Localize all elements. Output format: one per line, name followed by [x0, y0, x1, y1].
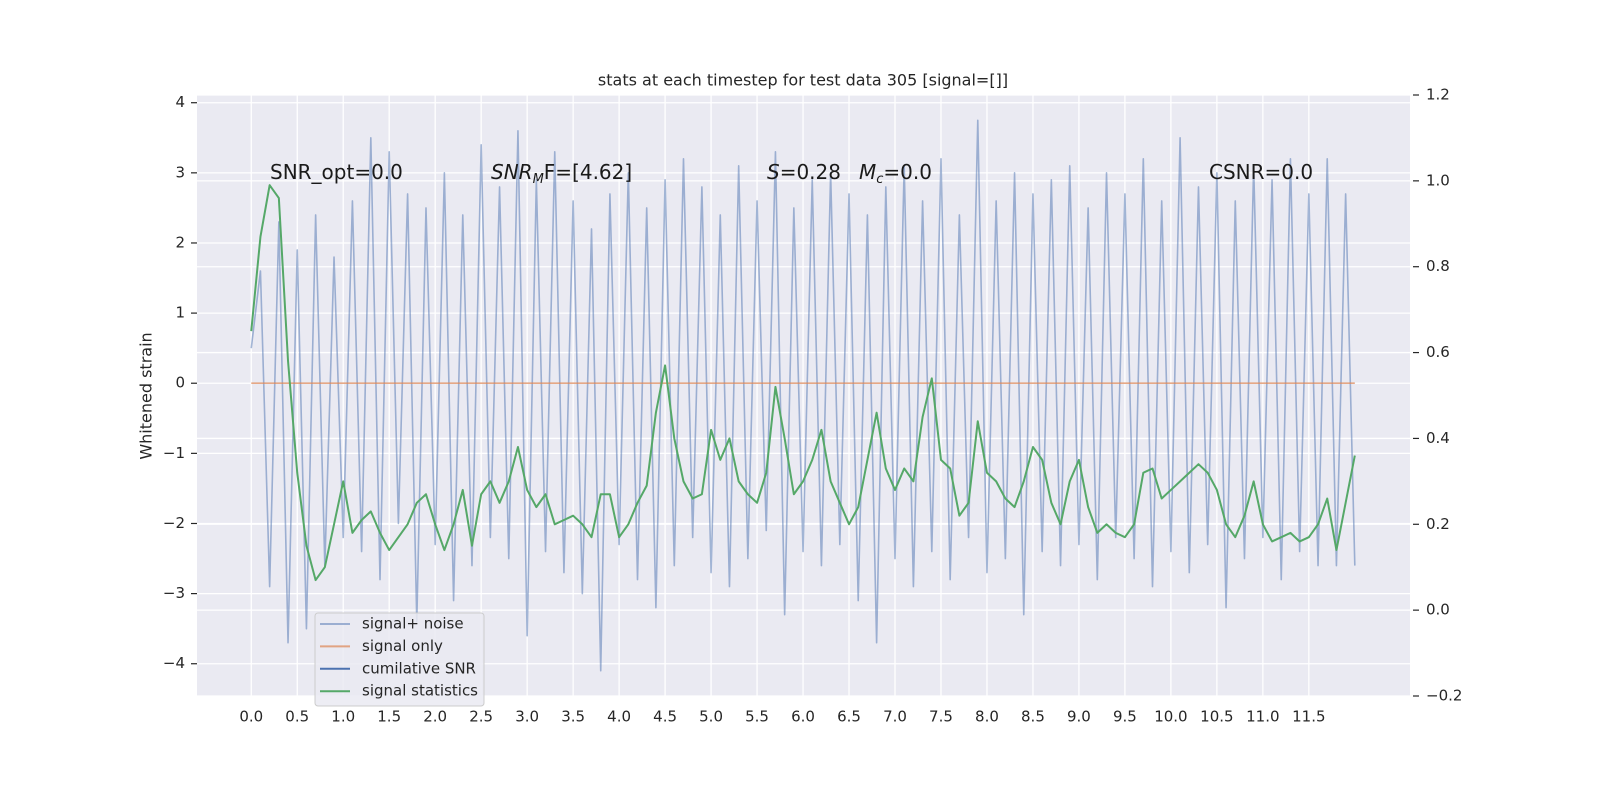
series-line	[250, 184, 1356, 582]
x-tick-label: 2.5	[469, 708, 493, 726]
y2-tick-label: 0.2	[1426, 515, 1450, 533]
x-tick-label: 6.0	[791, 708, 815, 726]
x-tick-label: 5.0	[699, 708, 723, 726]
x-tick-label: 7.5	[929, 708, 953, 726]
x-tick-label: 7.0	[883, 708, 907, 726]
legend-label: signal only	[362, 637, 443, 655]
annotation-part: CSNR=0.0	[1209, 160, 1313, 184]
legend-label: signal+ noise	[362, 615, 464, 633]
series-line	[250, 119, 1356, 672]
x-tick-label: 1.0	[331, 708, 355, 726]
annotation-part: S	[767, 160, 780, 184]
y2-tick-label: 1.2	[1426, 86, 1450, 104]
y-tick-label: −3	[163, 584, 185, 602]
annotation: Mc=0.0	[859, 160, 932, 187]
x-tick-label: 10.0	[1154, 708, 1187, 726]
y-tick-label: 2	[175, 233, 185, 251]
x-tick-label: 6.5	[837, 708, 861, 726]
y-tick-label: −2	[163, 514, 185, 532]
x-tick-label: 4.0	[607, 708, 631, 726]
annotation: CSNR=0.0	[1209, 160, 1313, 184]
x-tick-label: 0.0	[239, 708, 263, 726]
annotation-part: SNR_opt=0.0	[270, 160, 403, 184]
legend-box	[314, 612, 485, 707]
annotation: SNRMF=[4.62]	[491, 160, 632, 187]
legend-label: cumilative SNR	[362, 659, 476, 677]
y-tick-label: 0	[175, 374, 185, 392]
x-tick-label: 2.0	[423, 708, 447, 726]
x-tick-label: 8.0	[975, 708, 999, 726]
y-tick-label: −4	[163, 654, 185, 672]
y-tick-label: 1	[175, 304, 185, 322]
x-tick-label: 9.0	[1067, 708, 1091, 726]
y2-tick-label: −0.2	[1426, 687, 1462, 705]
x-tick-label: 9.5	[1113, 708, 1137, 726]
y2-tick-label: 0.0	[1426, 601, 1450, 619]
y2-tick-label: 1.0	[1426, 171, 1450, 189]
y-tick-label: 4	[175, 93, 185, 111]
x-tick-label: 11.0	[1246, 708, 1279, 726]
x-tick-label: 8.5	[1021, 708, 1045, 726]
annotation-part: F=[4.62]	[544, 160, 632, 184]
y2-tick-label: 0.6	[1426, 343, 1450, 361]
x-tick-label: 11.5	[1292, 708, 1325, 726]
annotation-part: c	[876, 172, 883, 187]
y2-tick-label: 0.4	[1426, 429, 1450, 447]
legend-label: signal statistics	[362, 682, 478, 700]
annotation: S=0.28	[767, 160, 841, 184]
annotation-part: SNR	[491, 160, 533, 184]
annotation-part: =0.28	[780, 160, 841, 184]
x-tick-label: 10.5	[1200, 708, 1233, 726]
y-axis-label: Whitened strain	[137, 332, 156, 459]
annotation-part: M	[533, 172, 544, 187]
annotation-part: =0.0	[883, 160, 932, 184]
x-tick-label: 3.5	[561, 708, 585, 726]
x-tick-label: 3.0	[515, 708, 539, 726]
x-tick-label: 5.5	[745, 708, 769, 726]
x-tick-label: 0.5	[285, 708, 309, 726]
y2-tick-label: 0.8	[1426, 257, 1450, 275]
x-tick-label: 4.5	[653, 708, 677, 726]
annotation-part: M	[859, 160, 876, 184]
chart-title: stats at each timestep for test data 305…	[598, 71, 1008, 90]
y-tick-label: 3	[175, 163, 185, 181]
annotation: SNR_opt=0.0	[270, 160, 403, 184]
x-tick-label: 1.5	[377, 708, 401, 726]
y-tick-label: −1	[163, 444, 185, 462]
